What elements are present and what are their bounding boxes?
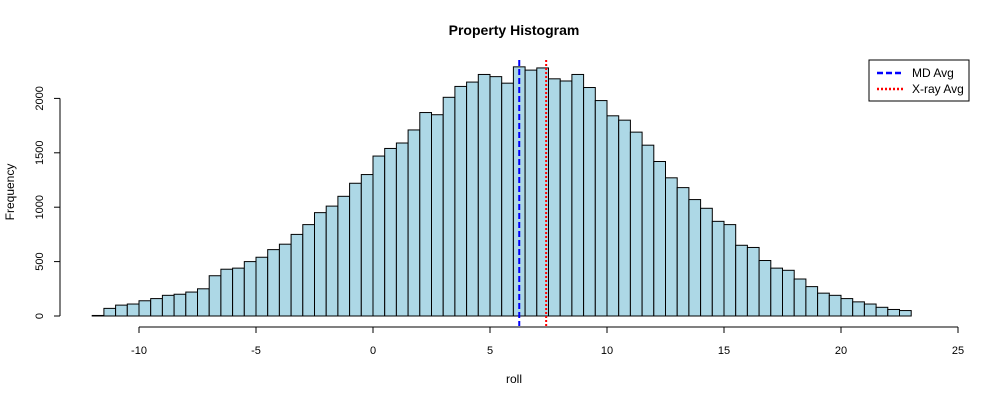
histogram-bar <box>138 300 152 317</box>
histogram-bar <box>337 195 351 317</box>
histogram-bar <box>360 174 374 317</box>
histogram-bar <box>255 256 269 317</box>
histogram-bars <box>91 66 912 317</box>
reference-lines <box>518 60 548 326</box>
histogram-bar <box>899 310 912 317</box>
histogram-bar <box>852 301 865 317</box>
histogram-bar <box>243 261 257 317</box>
histogram-bar <box>91 314 105 317</box>
histogram-bar <box>700 207 713 317</box>
legend: MD Avg X-ray Avg <box>868 59 970 102</box>
chart-title: Property Histogram <box>449 22 580 38</box>
histogram-bar <box>805 286 819 317</box>
histogram-bar <box>395 142 409 317</box>
histogram-bar <box>641 144 655 317</box>
histogram-bar <box>314 212 327 317</box>
histogram-bar <box>197 288 210 317</box>
legend-md-label: MD Avg <box>912 66 954 80</box>
y-tick-label: 1000 <box>34 195 46 219</box>
histogram-bar <box>419 112 432 317</box>
histogram-bar <box>126 303 140 317</box>
histogram-bar <box>524 69 538 317</box>
histogram-bar <box>688 199 702 317</box>
histogram-bar <box>723 224 737 317</box>
histogram-bar <box>384 147 397 317</box>
histogram-bar <box>629 131 643 317</box>
x-tick-label: 5 <box>487 345 493 357</box>
histogram-bar <box>875 306 889 317</box>
histogram-bar <box>817 292 830 317</box>
x-tick-label: 20 <box>835 345 847 357</box>
x-axis: -10 -5 0 5 10 15 20 25 <box>131 326 964 357</box>
histogram-bar <box>372 155 386 317</box>
histogram-bar <box>583 87 596 317</box>
histogram-bar <box>653 161 666 317</box>
histogram-bar <box>161 294 175 317</box>
histogram-bar <box>548 78 561 317</box>
x-tick-label: 25 <box>952 345 964 357</box>
histogram-bar <box>746 246 760 317</box>
histogram-bar <box>618 119 631 317</box>
y-axis: 0 500 1000 1500 2000 <box>34 86 61 319</box>
histogram-bar <box>431 114 444 317</box>
y-tick-label: 1500 <box>34 141 46 165</box>
histogram-bar <box>840 298 854 317</box>
histogram-bar <box>290 233 304 317</box>
histogram-bar <box>150 298 163 317</box>
legend-xray-label: X-ray Avg <box>912 82 964 96</box>
histogram-bar <box>208 275 222 317</box>
histogram-bar <box>863 303 877 317</box>
histogram-bar <box>349 182 362 317</box>
histogram-bar <box>407 129 421 317</box>
histogram-bar <box>454 85 468 317</box>
histogram-bar <box>559 80 573 317</box>
histogram-bar <box>594 100 608 317</box>
histogram-bar <box>442 96 456 317</box>
histogram-bar <box>173 293 187 317</box>
histogram-bar <box>466 81 479 317</box>
histogram-bar <box>758 260 772 317</box>
x-tick-label: -5 <box>251 345 261 357</box>
histogram-bar <box>232 267 245 317</box>
histogram-bar <box>267 249 280 317</box>
histogram-bar <box>115 304 128 317</box>
histogram-bar <box>501 82 514 317</box>
y-tick-label: 0 <box>34 313 46 319</box>
histogram-bar <box>606 115 620 317</box>
histogram-bar <box>665 177 678 317</box>
y-axis-title: Frequency <box>3 164 17 221</box>
histogram-bar <box>782 269 795 317</box>
histogram-bar <box>325 205 339 317</box>
x-tick-label: -10 <box>131 345 147 357</box>
histogram-bar <box>828 294 842 317</box>
histogram-bar <box>489 76 503 317</box>
histogram-bar <box>185 291 199 317</box>
histogram-bar <box>770 267 783 317</box>
histogram-bar <box>302 224 315 317</box>
y-tick-label: 500 <box>34 252 46 270</box>
histogram-bar <box>278 243 292 317</box>
histogram-bar <box>711 220 725 317</box>
histogram-bar <box>793 278 807 317</box>
x-tick-label: 0 <box>370 345 376 357</box>
histogram-bar <box>103 307 117 317</box>
histogram-bar <box>676 187 690 317</box>
y-tick-label: 2000 <box>34 86 46 110</box>
histogram-bar <box>220 268 234 317</box>
x-tick-label: 15 <box>718 345 730 357</box>
histogram-bar <box>571 73 585 317</box>
x-tick-label: 10 <box>601 345 613 357</box>
legend-box <box>868 59 970 102</box>
histogram-bar <box>735 244 748 317</box>
x-axis-title: roll <box>506 372 522 386</box>
histogram-bar <box>887 308 900 317</box>
histogram-bar <box>477 73 491 317</box>
